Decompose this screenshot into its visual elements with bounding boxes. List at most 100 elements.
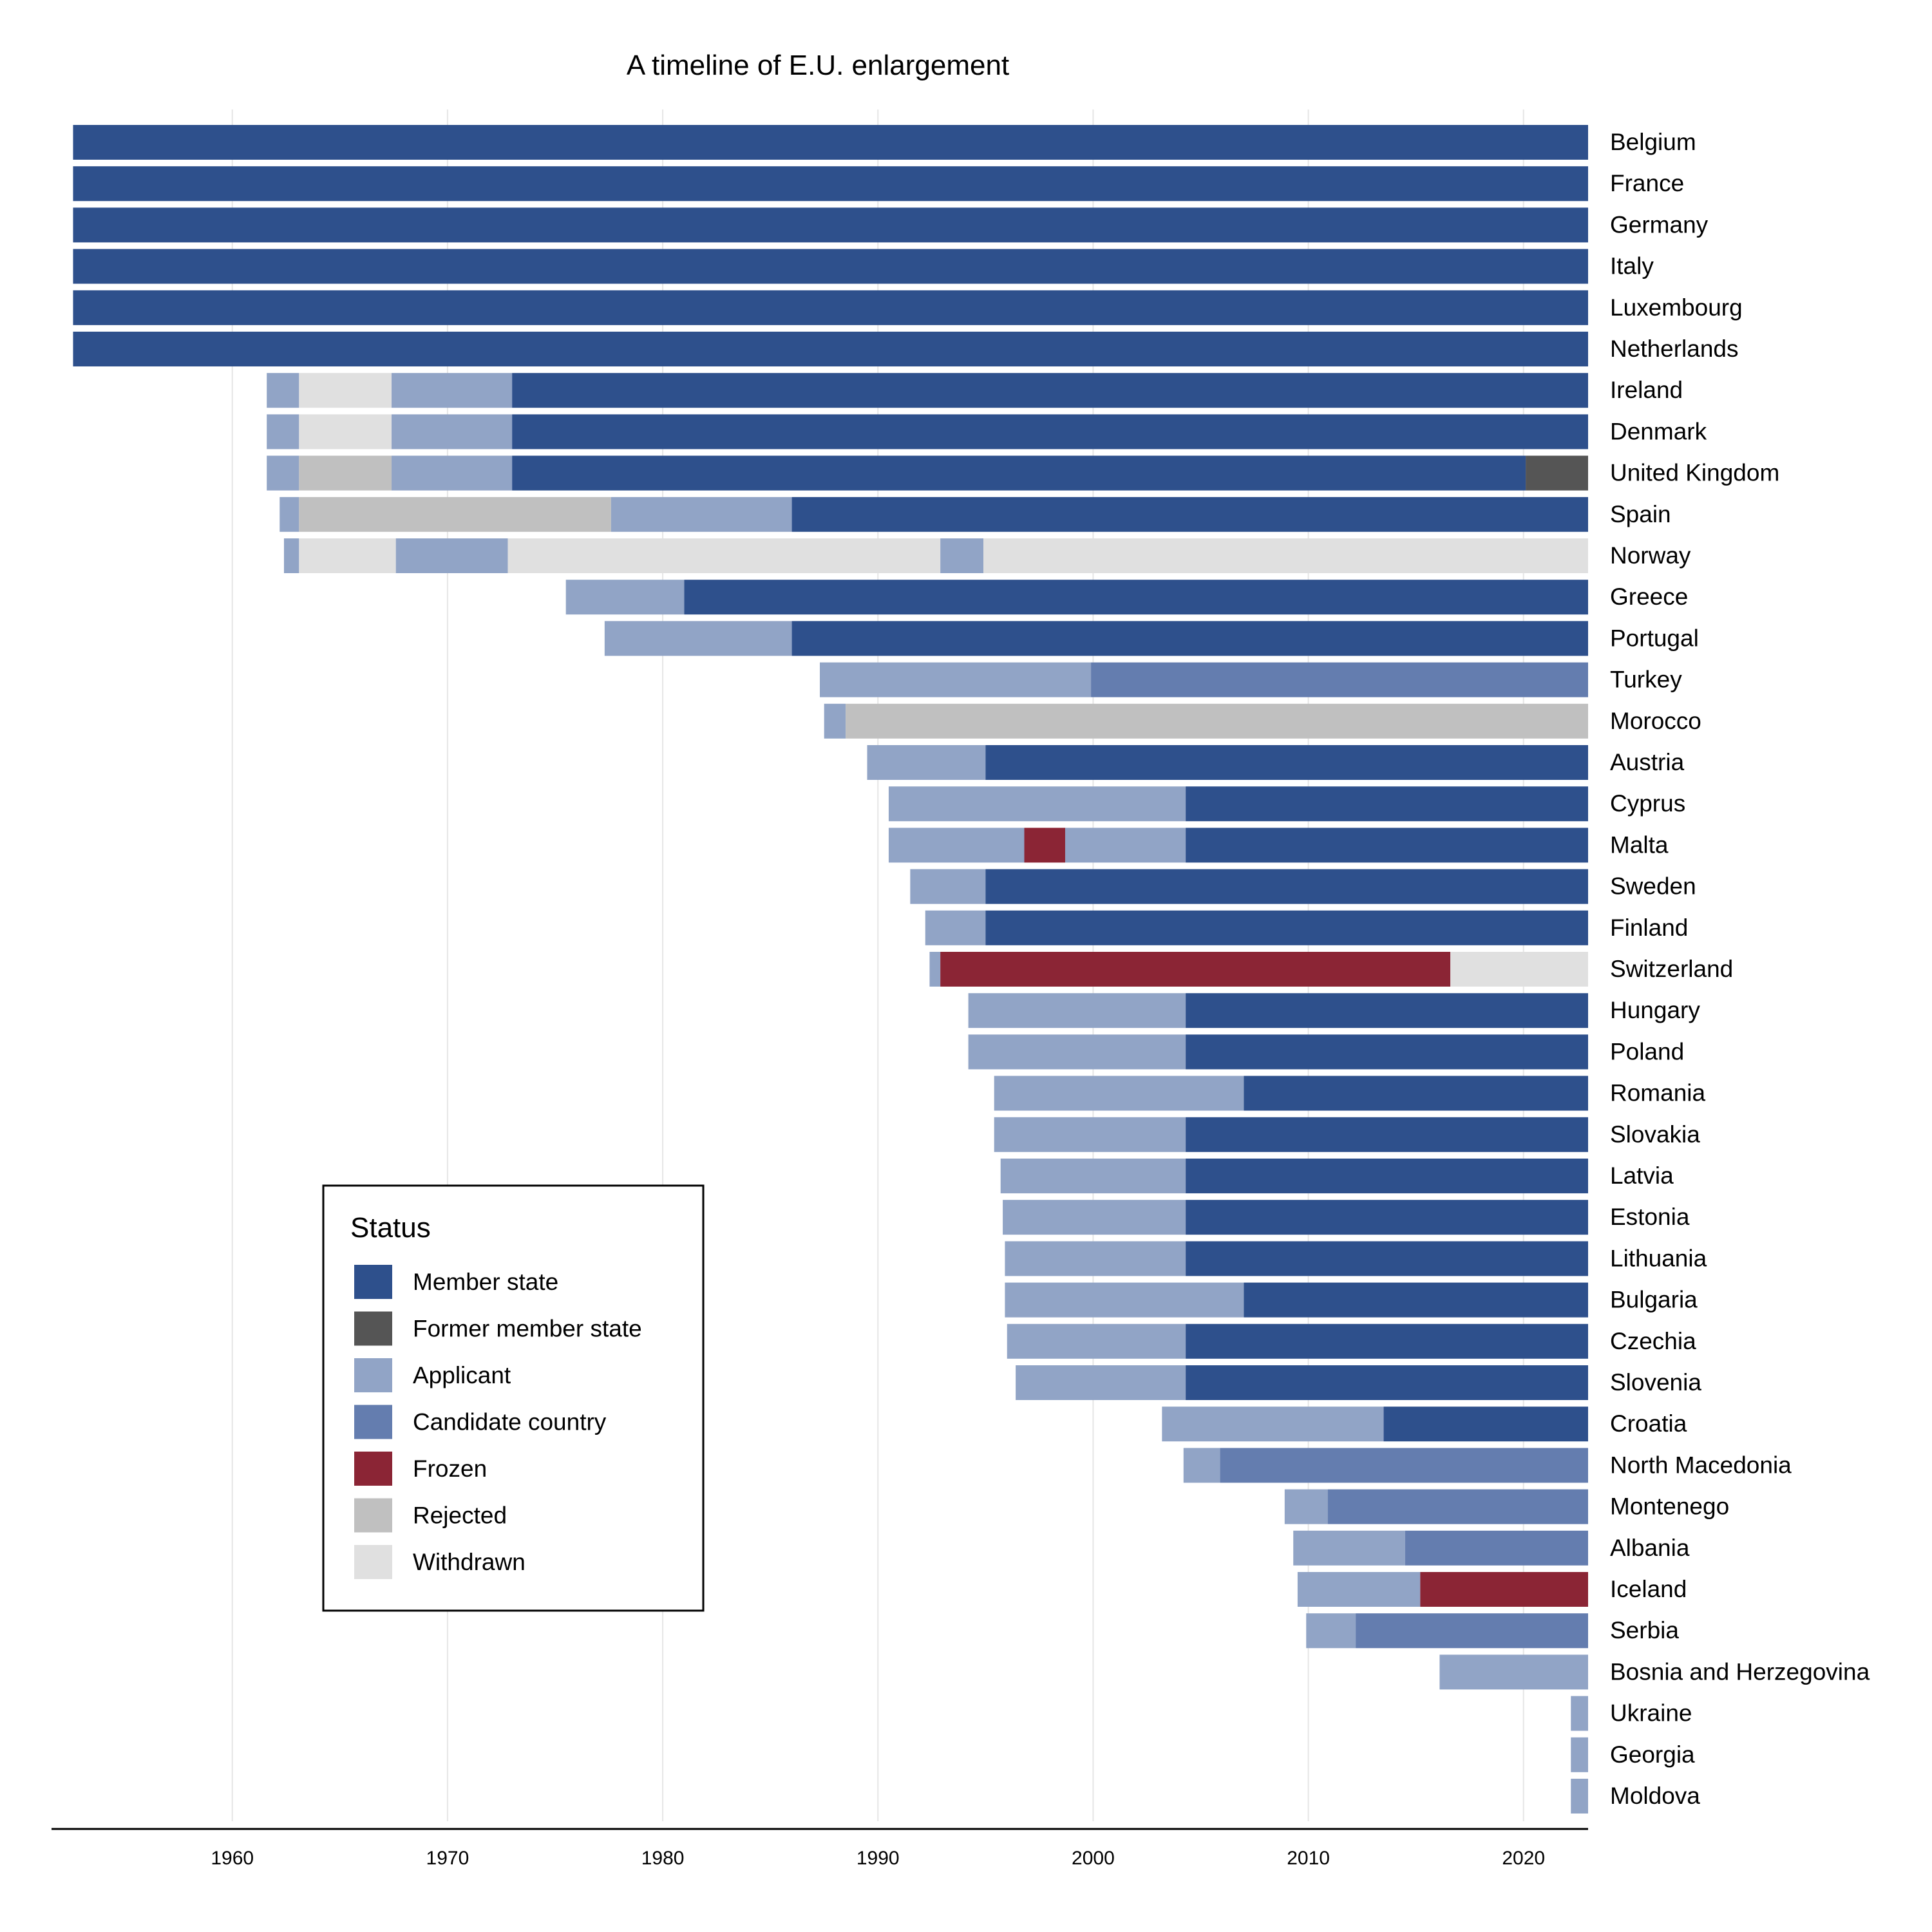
bar-spain-applicant-2 [611,497,792,532]
country-label-greece: Greece [1610,583,1688,610]
bars [73,125,1589,1814]
country-label-iceland: Iceland [1610,1576,1687,1602]
country-label-morocco: Morocco [1610,708,1701,734]
bar-switzerland-applicant-0 [929,952,941,987]
bar-romania-applicant-0 [994,1075,1244,1111]
country-label-estonia: Estonia [1610,1204,1690,1230]
bar-sweden-applicant-0 [910,869,986,904]
country-label-netherlands: Netherlands [1610,336,1739,362]
bar-turkey-applicant-0 [820,662,1092,697]
bar-slovenia-applicant-0 [1016,1365,1186,1400]
bar-ireland-member-3 [512,373,1588,408]
country-label-albania: Albania [1610,1535,1690,1561]
bar-ireland-withdrawn-1 [299,373,392,408]
country-labels: Belgium France Germany Italy Luxembourg Nethe… [1610,129,1870,1809]
bar-portugal-member-1 [791,621,1588,656]
bar-italy-member-0 [73,249,1589,284]
bar-portugal-applicant-0 [604,621,792,656]
bar-belgium-member-0 [73,125,1589,160]
bar-norway-applicant-4 [940,538,983,573]
x-tick-label-2020: 2020 [1502,1848,1545,1869]
country-label-germany: Germany [1610,211,1709,238]
bar-ireland-applicant-2 [392,373,513,408]
bar-albania-candidate-1 [1405,1530,1588,1566]
legend-label-applicant: Applicant [413,1362,511,1388]
bar-latvia-member-1 [1186,1159,1588,1193]
country-label-bosnia-and-herzegovina: Bosnia and Herzegovina [1610,1658,1870,1685]
country-label-lithuania: Lithuania [1610,1245,1707,1271]
bar-ukraine-applicant-0 [1571,1696,1588,1731]
bar-croatia-member-1 [1383,1406,1588,1442]
bar-norway-applicant-0 [283,538,299,573]
bar-denmark-withdrawn-1 [299,414,392,450]
bar-spain-applicant-0 [279,497,299,532]
legend-label-member: Member state [413,1269,558,1295]
bar-slovakia-applicant-0 [994,1117,1186,1152]
bar-lithuania-member-1 [1186,1241,1588,1276]
country-label-hungary: Hungary [1610,997,1700,1023]
bar-iceland-applicant-0 [1297,1572,1421,1607]
bar-albania-applicant-0 [1293,1530,1405,1566]
country-label-switzerland: Switzerland [1610,956,1733,982]
bar-united-kingdom-rejected-1 [299,455,392,491]
bar-denmark-member-3 [512,414,1588,450]
bar-montenego-applicant-0 [1284,1489,1328,1524]
legend-label-former: Former member state [413,1316,642,1342]
bar-hungary-member-1 [1186,993,1588,1028]
bar-united-kingdom-former-4 [1526,455,1588,491]
x-tick-label-2010: 2010 [1287,1848,1330,1869]
country-label-latvia: Latvia [1610,1162,1674,1189]
legend-swatch-withdrawn [354,1545,392,1579]
country-label-bulgaria: Bulgaria [1610,1287,1698,1313]
legend-swatch-candidate [354,1405,392,1439]
bar-iceland-frozen-1 [1420,1572,1588,1607]
legend-swatch-former [354,1311,392,1346]
bar-morocco-applicant-0 [824,703,846,739]
country-label-serbia: Serbia [1610,1617,1679,1643]
bar-norway-withdrawn-3 [507,538,941,573]
x-tick-label-2000: 2000 [1072,1848,1115,1869]
bar-malta-member-3 [1186,828,1588,863]
bar-sweden-member-1 [985,869,1588,904]
bar-poland-member-1 [1186,1034,1588,1070]
bar-bulgaria-applicant-0 [1005,1282,1244,1318]
bar-cyprus-member-1 [1186,786,1588,822]
country-label-turkey: Turkey [1610,667,1682,693]
bar-spain-member-3 [791,497,1588,532]
country-label-poland: Poland [1610,1038,1684,1065]
country-label-austria: Austria [1610,749,1685,775]
bar-morocco-rejected-1 [846,703,1588,739]
country-label-north-macedonia: North Macedonia [1610,1452,1792,1478]
country-label-montenego: Montenego [1610,1493,1729,1520]
bar-finland-applicant-0 [925,910,986,945]
bar-austria-applicant-0 [867,745,986,780]
country-label-luxembourg: Luxembourg [1610,294,1743,321]
legend-title: Status [350,1212,431,1244]
x-tick-label-1990: 1990 [857,1848,900,1869]
bar-croatia-applicant-0 [1162,1406,1384,1442]
legend-label-candidate: Candidate country [413,1409,607,1435]
bar-ireland-applicant-0 [267,373,299,408]
bar-norway-applicant-2 [395,538,508,573]
legend-swatch-frozen [354,1452,392,1486]
bar-greece-applicant-0 [565,580,685,615]
bar-serbia-candidate-1 [1356,1613,1588,1649]
bar-czechia-applicant-0 [1007,1323,1186,1359]
country-label-sweden: Sweden [1610,873,1696,900]
bar-latvia-applicant-0 [1000,1159,1186,1193]
bar-france-member-0 [73,166,1589,202]
country-label-italy: Italy [1610,253,1654,279]
bar-slovenia-member-1 [1186,1365,1588,1400]
bar-slovakia-member-1 [1186,1117,1588,1152]
country-label-norway: Norway [1610,542,1691,569]
bar-germany-member-0 [73,207,1589,243]
bar-north-macedonia-applicant-0 [1183,1448,1220,1483]
country-label-denmark: Denmark [1610,418,1707,444]
legend-label-withdrawn: Withdrawn [413,1549,526,1575]
bar-poland-applicant-0 [968,1034,1186,1070]
bar-bosnia-and-herzegovina-applicant-0 [1439,1654,1588,1690]
country-label-finland: Finland [1610,914,1688,941]
legend-swatch-applicant [354,1358,392,1392]
bar-norway-withdrawn-5 [983,538,1588,573]
bar-netherlands-member-0 [73,332,1589,366]
